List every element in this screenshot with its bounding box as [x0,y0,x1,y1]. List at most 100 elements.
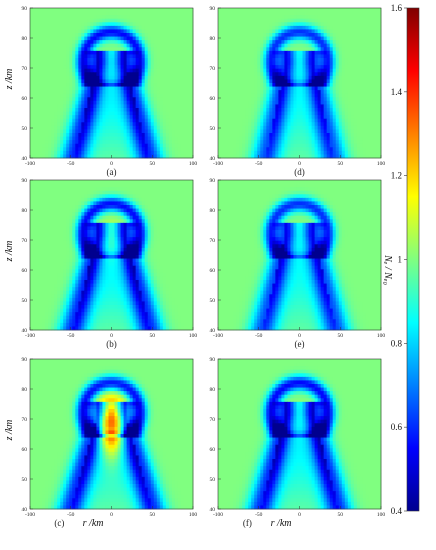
heatmap-cell [87,150,91,155]
heatmap-cell [69,143,73,148]
heatmap-cell [126,90,131,95]
heatmap-cell [51,79,55,84]
heatmap-cell [189,258,194,263]
heatmap-cell [99,97,103,102]
heatmap-cell [105,125,109,130]
heatmap-cell [153,366,158,371]
heatmap-cell [120,108,124,112]
heatmap-cell [147,18,152,23]
heatmap-cell [156,18,161,23]
heatmap-cell [150,201,155,206]
heatmap-cell [72,272,76,277]
heatmap-cell [33,308,37,313]
heatmap-cell [39,125,43,130]
heatmap-cell [72,118,76,123]
heatmap-cell [174,118,179,123]
heatmap-cell [138,58,143,62]
heatmap-cell [156,183,161,188]
heatmap-cell [48,100,52,105]
heatmap-cell [129,111,134,116]
heatmap-cell [165,54,170,59]
heatmap-cell [120,280,124,284]
heatmap-cell [159,104,164,109]
heatmap-cell [45,240,49,245]
heatmap-cell [51,36,55,41]
heatmap-cell [171,359,176,363]
heatmap-cell [33,93,37,98]
heatmap-cell [90,362,94,367]
heatmap-cell [144,305,149,309]
heatmap-cell [132,136,137,141]
heatmap-cell [60,133,64,137]
heatmap-cell [132,287,137,292]
heatmap-cell [69,129,73,134]
heatmap-cell [33,258,37,263]
heatmap-cell [165,373,170,378]
heatmap-cell [177,251,182,256]
heatmap-cell [144,219,149,224]
heatmap-cell [126,58,131,62]
heatmap-cell [33,226,37,231]
heatmap-cell [129,190,134,195]
heatmap-cell [129,290,134,295]
heatmap-cell [111,83,115,87]
heatmap-cell [168,29,173,34]
heatmap-cell [150,147,155,152]
heatmap-cell [63,43,67,48]
heatmap-cell [90,122,94,127]
heatmap-cell [147,255,152,259]
heatmap-cell [60,150,64,155]
heatmap-cell [93,305,97,309]
heatmap-cell [162,108,167,112]
heatmap-cell [30,290,34,295]
heatmap-cell [105,305,109,309]
heatmap-cell [63,97,67,102]
heatmap-cell [39,222,43,227]
heatmap-cell [123,312,127,317]
heatmap-cell [75,240,79,245]
heatmap-cell [156,147,161,152]
heatmap-cell [123,280,127,284]
heatmap-cell [78,115,82,120]
heatmap-cell [48,308,52,313]
heatmap-cell [39,265,43,270]
heatmap-cell [72,201,76,206]
heatmap-cell [51,362,55,367]
heatmap-cell [60,373,64,378]
heatmap-cell [90,150,94,155]
heatmap-cell [117,140,121,145]
heatmap-cell [141,65,146,70]
heatmap-cell [105,133,109,137]
heatmap-cell [165,269,170,274]
heatmap-cell [138,308,143,313]
heatmap-cell [132,118,137,123]
heatmap-cell [111,280,115,284]
heatmap-cell [162,205,167,209]
heatmap-cell [63,201,67,206]
heatmap-cell [141,369,146,374]
heatmap-cell [186,33,191,37]
heatmap-cell [183,8,188,12]
heatmap-cell [138,190,143,195]
heatmap-cell [120,215,124,220]
heatmap-cell [111,154,115,159]
heatmap-cell [180,219,185,224]
heatmap-cell [183,22,188,27]
heatmap-cell [30,111,34,116]
heatmap-cell [168,68,173,73]
heatmap-cell [135,18,140,23]
heatmap-cell [123,97,127,102]
heatmap-cell [159,118,164,123]
heatmap-cell [42,366,46,371]
heatmap-cell [165,240,170,245]
heatmap-cell [147,373,152,378]
heatmap-cell [189,290,194,295]
heatmap-cell [33,244,37,249]
heatmap-cell [39,190,43,195]
heatmap-cell [177,22,182,27]
heatmap-cell [99,65,103,70]
heatmap-cell [93,147,97,152]
heatmap-cell [147,212,152,217]
heatmap-cell [66,11,70,16]
heatmap-cell [135,237,140,242]
